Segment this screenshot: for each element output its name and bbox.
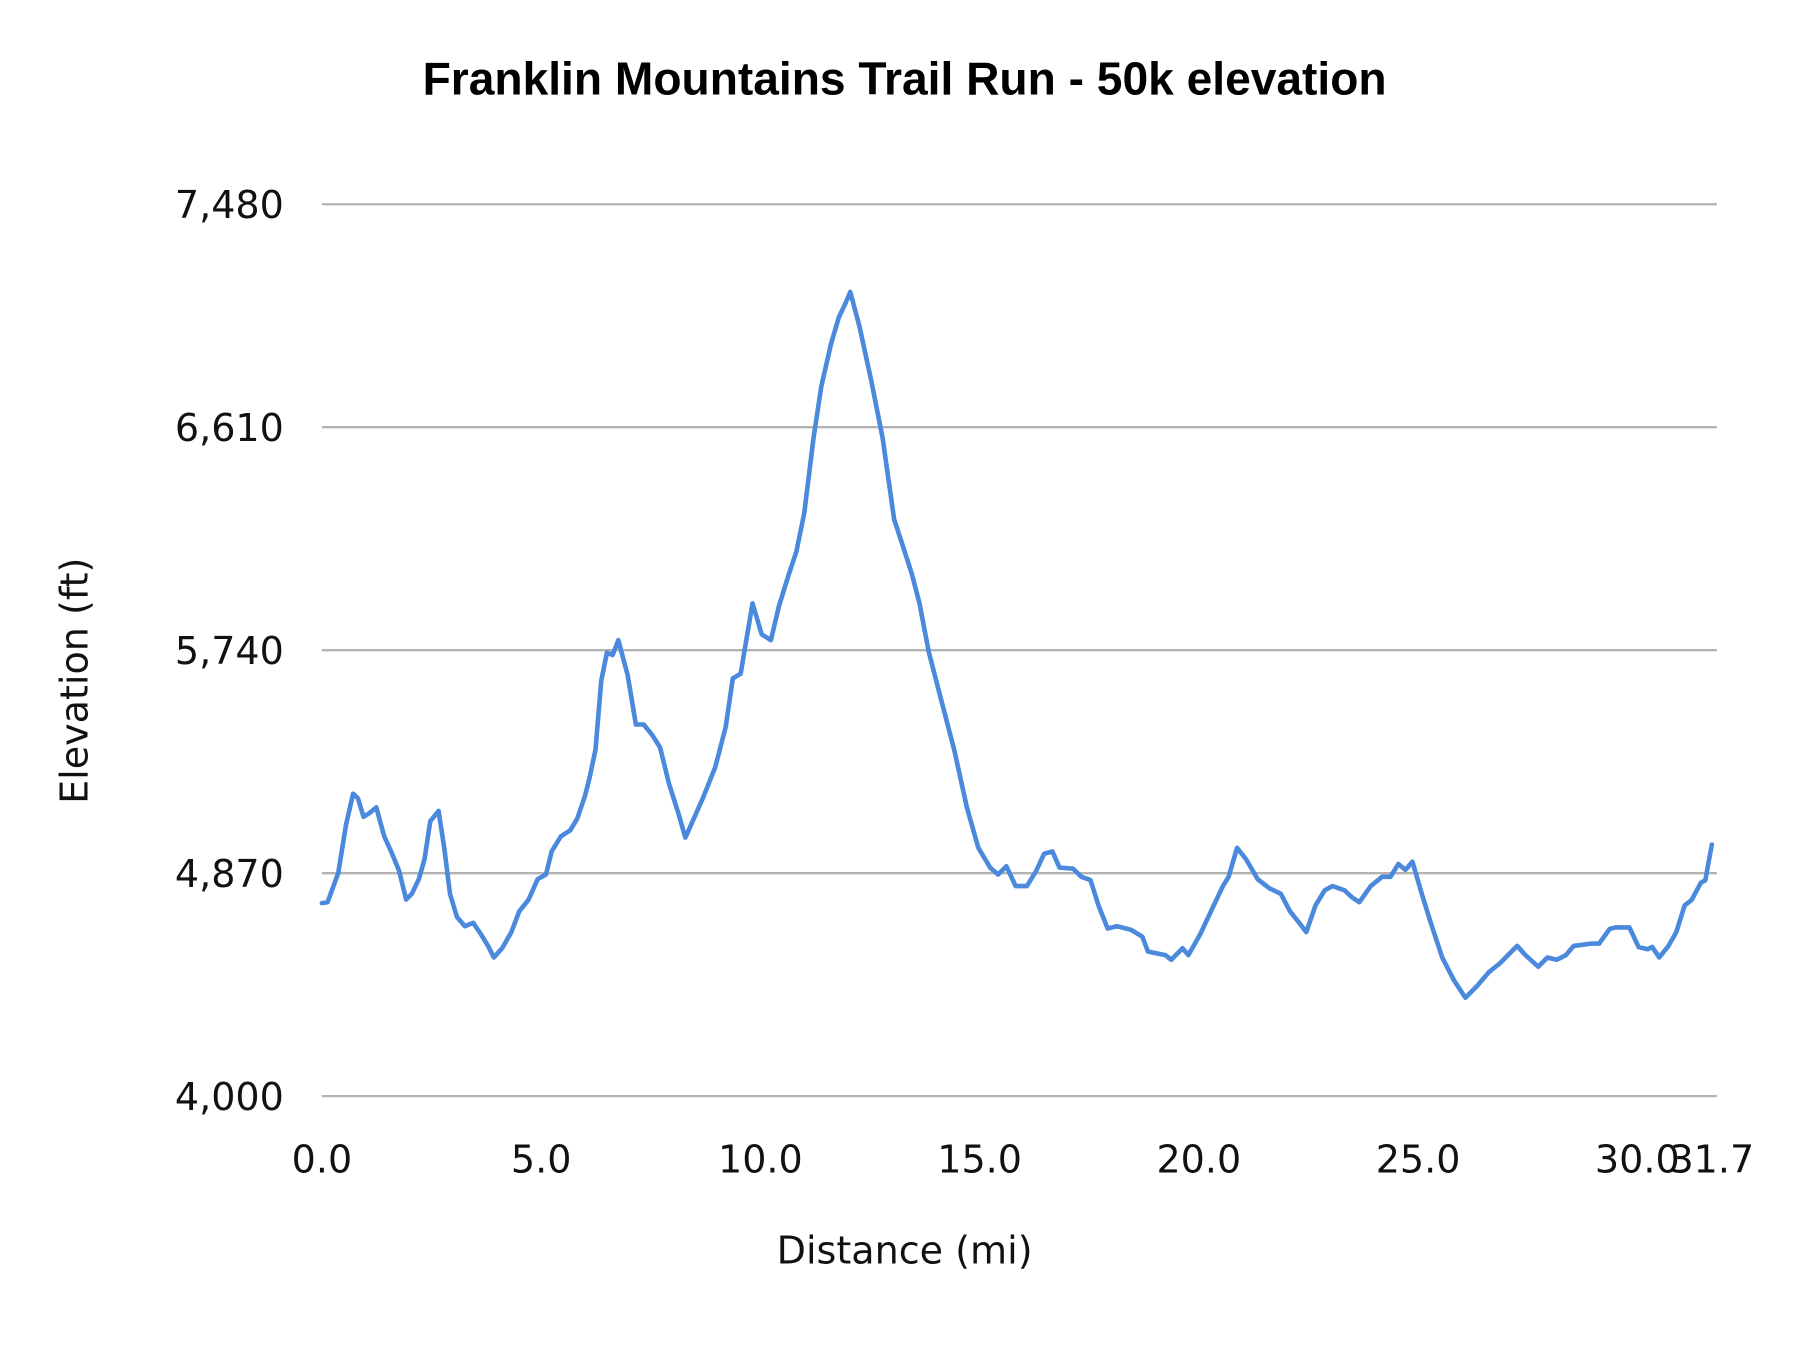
x-tick-label: 30.0: [1595, 1137, 1680, 1181]
y-tick-label: 6,610: [175, 406, 284, 450]
x-axis-label: Distance (mi): [777, 1228, 1033, 1272]
x-tick-label: 25.0: [1376, 1137, 1461, 1181]
elevation-series-line: [319, 289, 1715, 1001]
x-tick-label: 31.7: [1669, 1137, 1754, 1181]
y-tick-label: 4,000: [175, 1075, 284, 1119]
x-tick-label: 5.0: [511, 1137, 572, 1181]
x-axis-ticks: 0.0 5.0 10.0 15.0 20.0 25.0 30.031.7: [292, 1137, 1755, 1181]
gridlines: [321, 203, 1717, 1098]
chart-title: Franklin Mountains Trail Run - 50k eleva…: [423, 53, 1387, 105]
x-tick-label: 20.0: [1156, 1137, 1241, 1181]
x-tick-label: 15.0: [937, 1137, 1022, 1181]
x-tick-label: 0.0: [292, 1137, 353, 1181]
y-axis-label: Elevation (ft): [53, 558, 97, 804]
y-axis-ticks: 4,000 4,870 5,740 6,610 7,480: [175, 183, 284, 1119]
y-tick-label: 5,740: [175, 629, 284, 673]
y-tick-label: 4,870: [175, 852, 284, 896]
x-tick-label: 10.0: [718, 1137, 803, 1181]
y-tick-label: 7,480: [175, 183, 284, 227]
